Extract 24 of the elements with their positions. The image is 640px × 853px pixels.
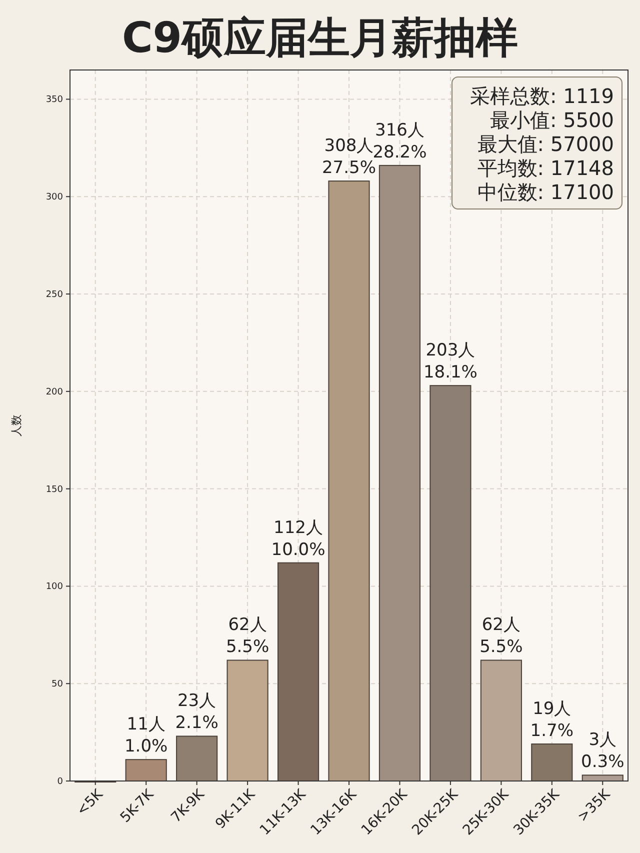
annotation: 最小值: 5500 — [490, 108, 614, 132]
data-label: 112人 10.0% — [271, 518, 326, 560]
y-axis-title: 人数 — [10, 414, 23, 436]
data-label: 11人 1.0% — [124, 714, 168, 757]
annotation: 平均数: 17148 — [477, 156, 614, 180]
y-tick-label: 100 — [46, 582, 64, 592]
y-tick-label: 0 — [57, 777, 64, 787]
data-label: 203人 18.1% — [423, 340, 478, 383]
annotation: 采样总数: 1119 — [470, 84, 614, 108]
data-label: 62人 5.5% — [480, 615, 523, 658]
y-tick-label: 50 — [52, 680, 64, 690]
data-label: 19人 1.7% — [530, 698, 574, 741]
data-label: 23人 2.1% — [175, 691, 218, 734]
y-tick-label: 250 — [46, 290, 64, 300]
data-label: 3人 0.3% — [581, 730, 624, 772]
y-tick-label: 300 — [46, 192, 64, 203]
y-tick-label: 350 — [46, 95, 64, 106]
chart-title: C9硕应届生月薪抽样 — [122, 13, 518, 62]
y-tick-label: 150 — [46, 484, 64, 495]
annotation: 最大值: 57000 — [477, 132, 614, 156]
data-label: 62人 5.5% — [226, 615, 270, 658]
annotation: 中位数: 17100 — [477, 180, 614, 204]
y-tick-label: 200 — [46, 387, 64, 398]
data-label: 316人 28.2% — [372, 120, 427, 162]
